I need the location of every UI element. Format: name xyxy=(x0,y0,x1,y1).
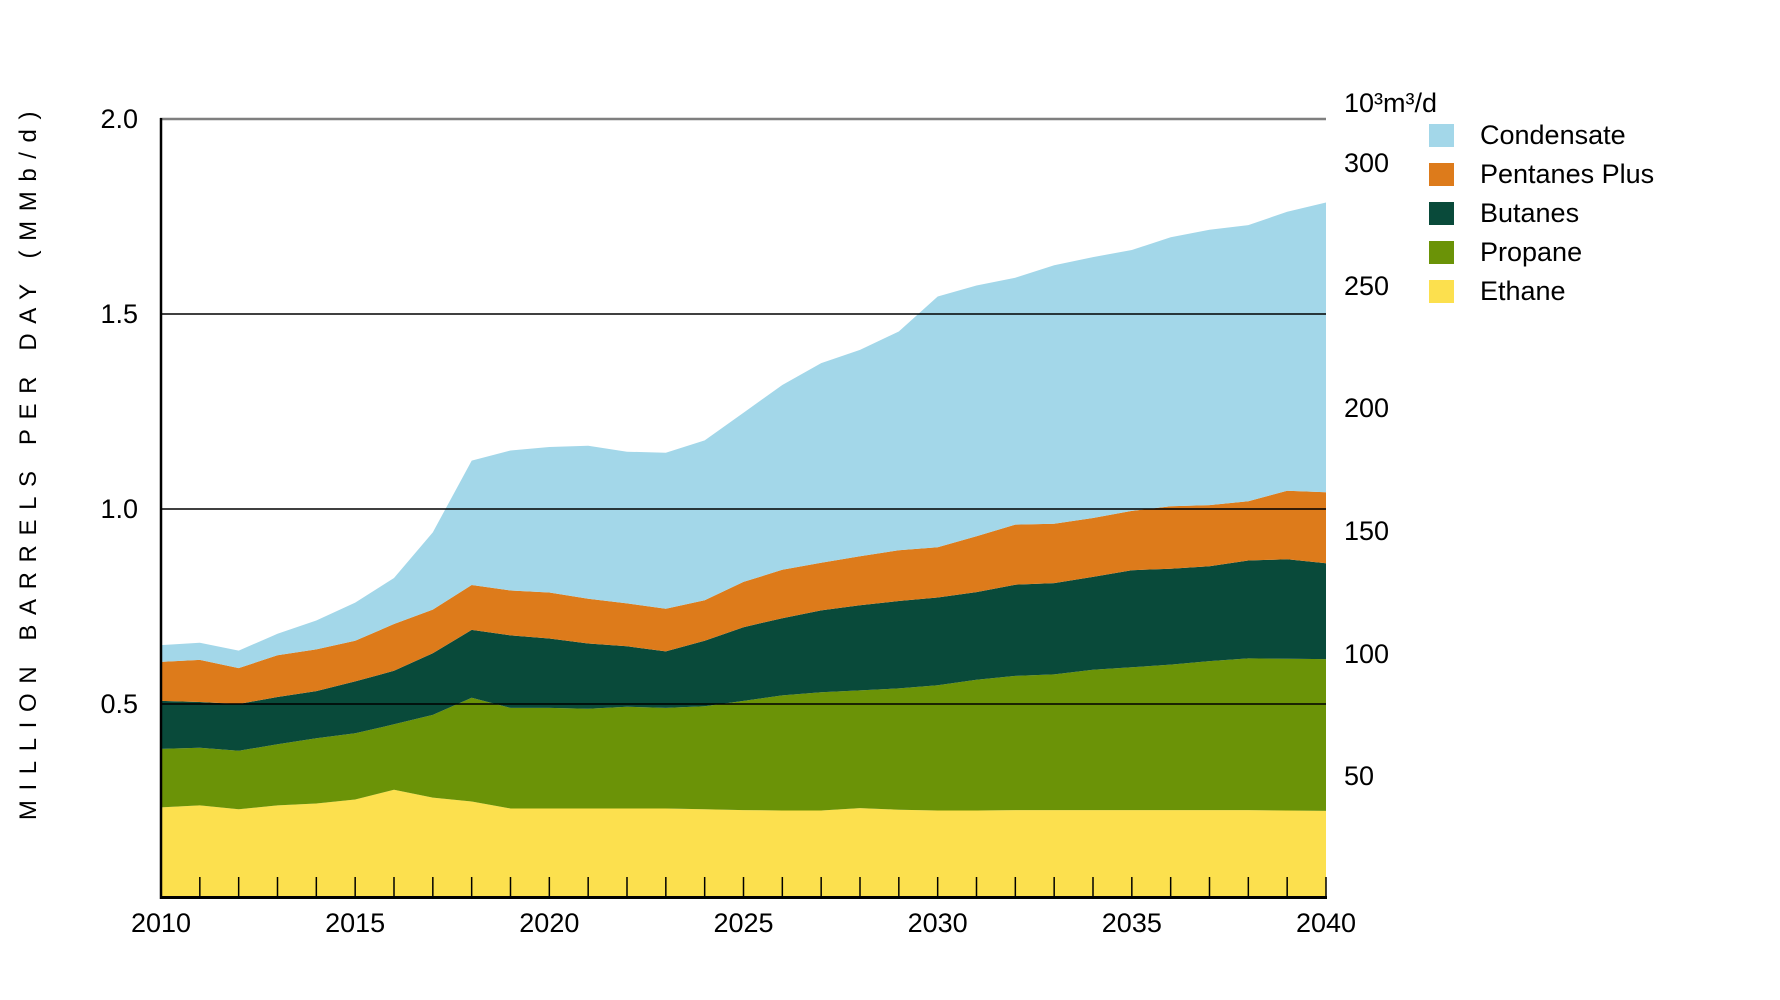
area-propane xyxy=(161,658,1326,811)
area-butanes xyxy=(161,559,1326,751)
x-tick-label-2015: 2015 xyxy=(325,908,386,938)
legend-item-propane: Propane xyxy=(1429,233,1654,272)
legend-item-pentanes-plus: Pentanes Plus xyxy=(1429,155,1654,194)
legend-label-condensate: Condensate xyxy=(1480,120,1626,150)
area-ethane xyxy=(161,789,1326,899)
right-tick-label-250: 250 xyxy=(1344,270,1390,301)
x-tick-label-2020: 2020 xyxy=(519,908,580,938)
x-tick-label-2010: 2010 xyxy=(130,908,192,938)
right-tick-label-100: 100 xyxy=(1344,638,1390,669)
x-tick-label-2040: 2040 xyxy=(1295,908,1357,938)
area-condensate xyxy=(161,202,1326,669)
legend-swatch-condensate xyxy=(1429,124,1454,147)
legend-label-ethane: Ethane xyxy=(1480,276,1566,306)
x-tick-label-2030: 2030 xyxy=(907,908,968,938)
right-tick-label-200: 200 xyxy=(1344,393,1390,424)
x-tick-label-2035: 2035 xyxy=(1101,908,1162,938)
left-tick-label-1.5: 1.5 xyxy=(100,299,138,329)
legend-label-pentanes-plus: Pentanes Plus xyxy=(1480,159,1655,189)
legend-swatch-pentanes-plus xyxy=(1429,163,1454,186)
legend: Condensate Pentanes Plus Butanes Propane Eth… xyxy=(1429,116,1654,311)
right-tick-label-150: 150 xyxy=(1344,516,1390,547)
legend-swatch-ethane xyxy=(1429,280,1454,303)
right-tick-label-50: 50 xyxy=(1344,761,1375,792)
left-tick-label-0.5: 0.5 xyxy=(100,689,138,719)
legend-label-butanes: Butanes xyxy=(1480,198,1580,228)
right-tick-label-300: 300 xyxy=(1344,148,1390,179)
left-tick-label-1.0: 1.0 xyxy=(100,494,138,524)
legend-item-butanes: Butanes xyxy=(1429,194,1654,233)
legend-swatch-butanes xyxy=(1429,202,1454,225)
legend-item-ethane: Ethane xyxy=(1429,272,1654,311)
legend-swatch-propane xyxy=(1429,241,1454,264)
area-pentanes-plus xyxy=(161,490,1326,704)
left-tick-label-2.0: 2.0 xyxy=(100,104,138,134)
x-tick-label-2025: 2025 xyxy=(713,908,774,938)
legend-item-condensate: Condensate xyxy=(1429,116,1654,155)
legend-label-propane: Propane xyxy=(1480,237,1583,267)
right-axis-unit-label: 10³m³/d xyxy=(1344,88,1438,118)
